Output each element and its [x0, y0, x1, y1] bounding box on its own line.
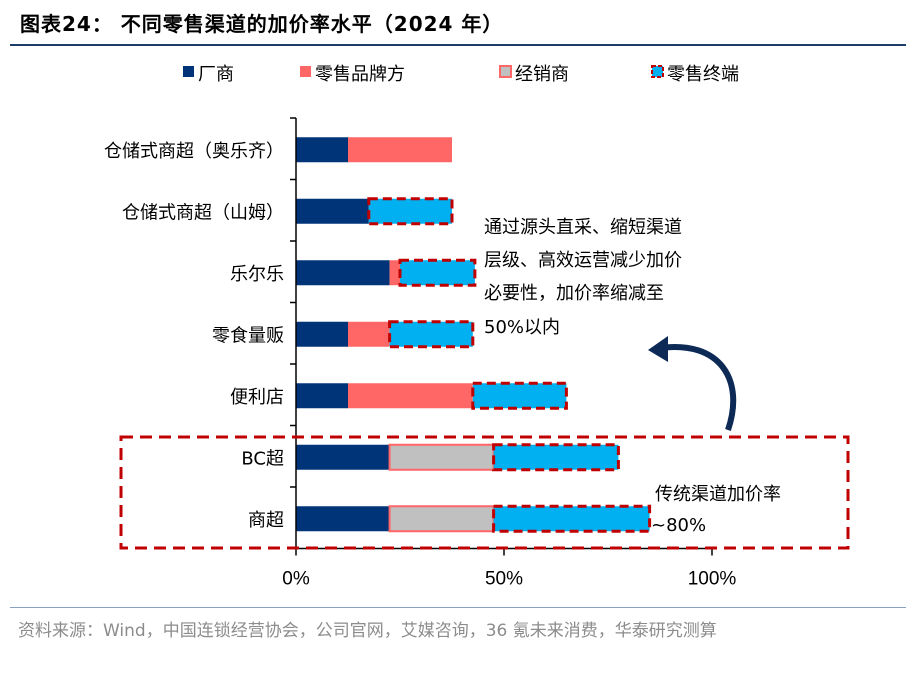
- bar-segment: [367, 197, 454, 226]
- legend-swatch: [300, 66, 311, 77]
- legend-swatch: [651, 65, 664, 78]
- traditional-channel-highlight-box: [119, 435, 850, 550]
- bar-segment: [398, 258, 477, 287]
- bar-segment: [348, 137, 452, 163]
- chart-title: 图表24： 不同零售渠道的加价率水平（2024 年）: [20, 12, 504, 36]
- bar-segment: [492, 504, 652, 533]
- legend-label: 经销商: [515, 64, 569, 85]
- legend-label: 零售终端: [667, 64, 739, 85]
- bar-segment: [296, 260, 390, 286]
- category-label: 零食量贩: [212, 325, 284, 346]
- annotation-line: 层级、高效运营减少加价: [484, 250, 682, 271]
- annotation-line: 通过源头直采、缩短渠道: [484, 217, 682, 238]
- annotation-traditional: 传统渠道加价率 ~80%: [651, 484, 781, 536]
- curved-arrow-icon: [659, 343, 737, 431]
- legend-swatch: [499, 65, 512, 78]
- source-divider: [10, 607, 906, 608]
- bar-segment: [296, 198, 369, 224]
- category-label: 仓储式商超（山姆）: [122, 202, 284, 223]
- source-note: 资料来源：Wind，中国连锁经营协会，公司官网，艾媒咨询，36 氪未来消费，华泰…: [18, 621, 717, 641]
- category-label: 商超: [248, 510, 284, 531]
- category-label: 仓储式商超（奥乐齐）: [104, 141, 284, 162]
- legend-label: 厂商: [198, 64, 234, 85]
- category-label: 便利店: [230, 387, 284, 408]
- bar-segment: [296, 383, 348, 409]
- legend-swatch: [183, 66, 194, 77]
- bar-segment: [388, 505, 495, 533]
- bar-segment: [296, 506, 390, 532]
- bar-segment: [388, 320, 475, 349]
- annotation-line: 必要性，加价率缩减至: [484, 283, 664, 304]
- annotation-modern: 通过源头直采、缩短渠道 层级、高效运营减少加价 必要性，加价率缩减至 50%以内: [484, 217, 682, 338]
- annotation-line: ~80%: [651, 515, 706, 536]
- bar-segment: [296, 444, 390, 470]
- arrow-head-icon: [648, 336, 668, 362]
- bar-segment: [296, 321, 348, 347]
- title-divider: [10, 44, 906, 46]
- bar-segment: [296, 137, 348, 163]
- category-label: BC超: [241, 448, 284, 469]
- x-tick-label: 50%: [485, 569, 523, 590]
- category-label: 乐尔乐: [230, 264, 284, 285]
- x-tick-label: 0%: [282, 569, 310, 590]
- bar-segment: [388, 443, 495, 471]
- annotation-line: 50%以内: [484, 317, 560, 338]
- x-tick-label: 100%: [688, 569, 737, 590]
- bar-segment: [471, 381, 568, 410]
- bar-segment: [492, 443, 620, 472]
- legend: 厂商 零售品牌方 经销商 零售终端: [183, 64, 739, 85]
- bar-segment: [389, 260, 400, 286]
- bar-segment: [348, 383, 473, 409]
- bars: [296, 137, 652, 533]
- annotation-line: 传统渠道加价率: [655, 484, 781, 505]
- legend-label: 零售品牌方: [315, 64, 405, 85]
- bar-segment: [348, 321, 390, 347]
